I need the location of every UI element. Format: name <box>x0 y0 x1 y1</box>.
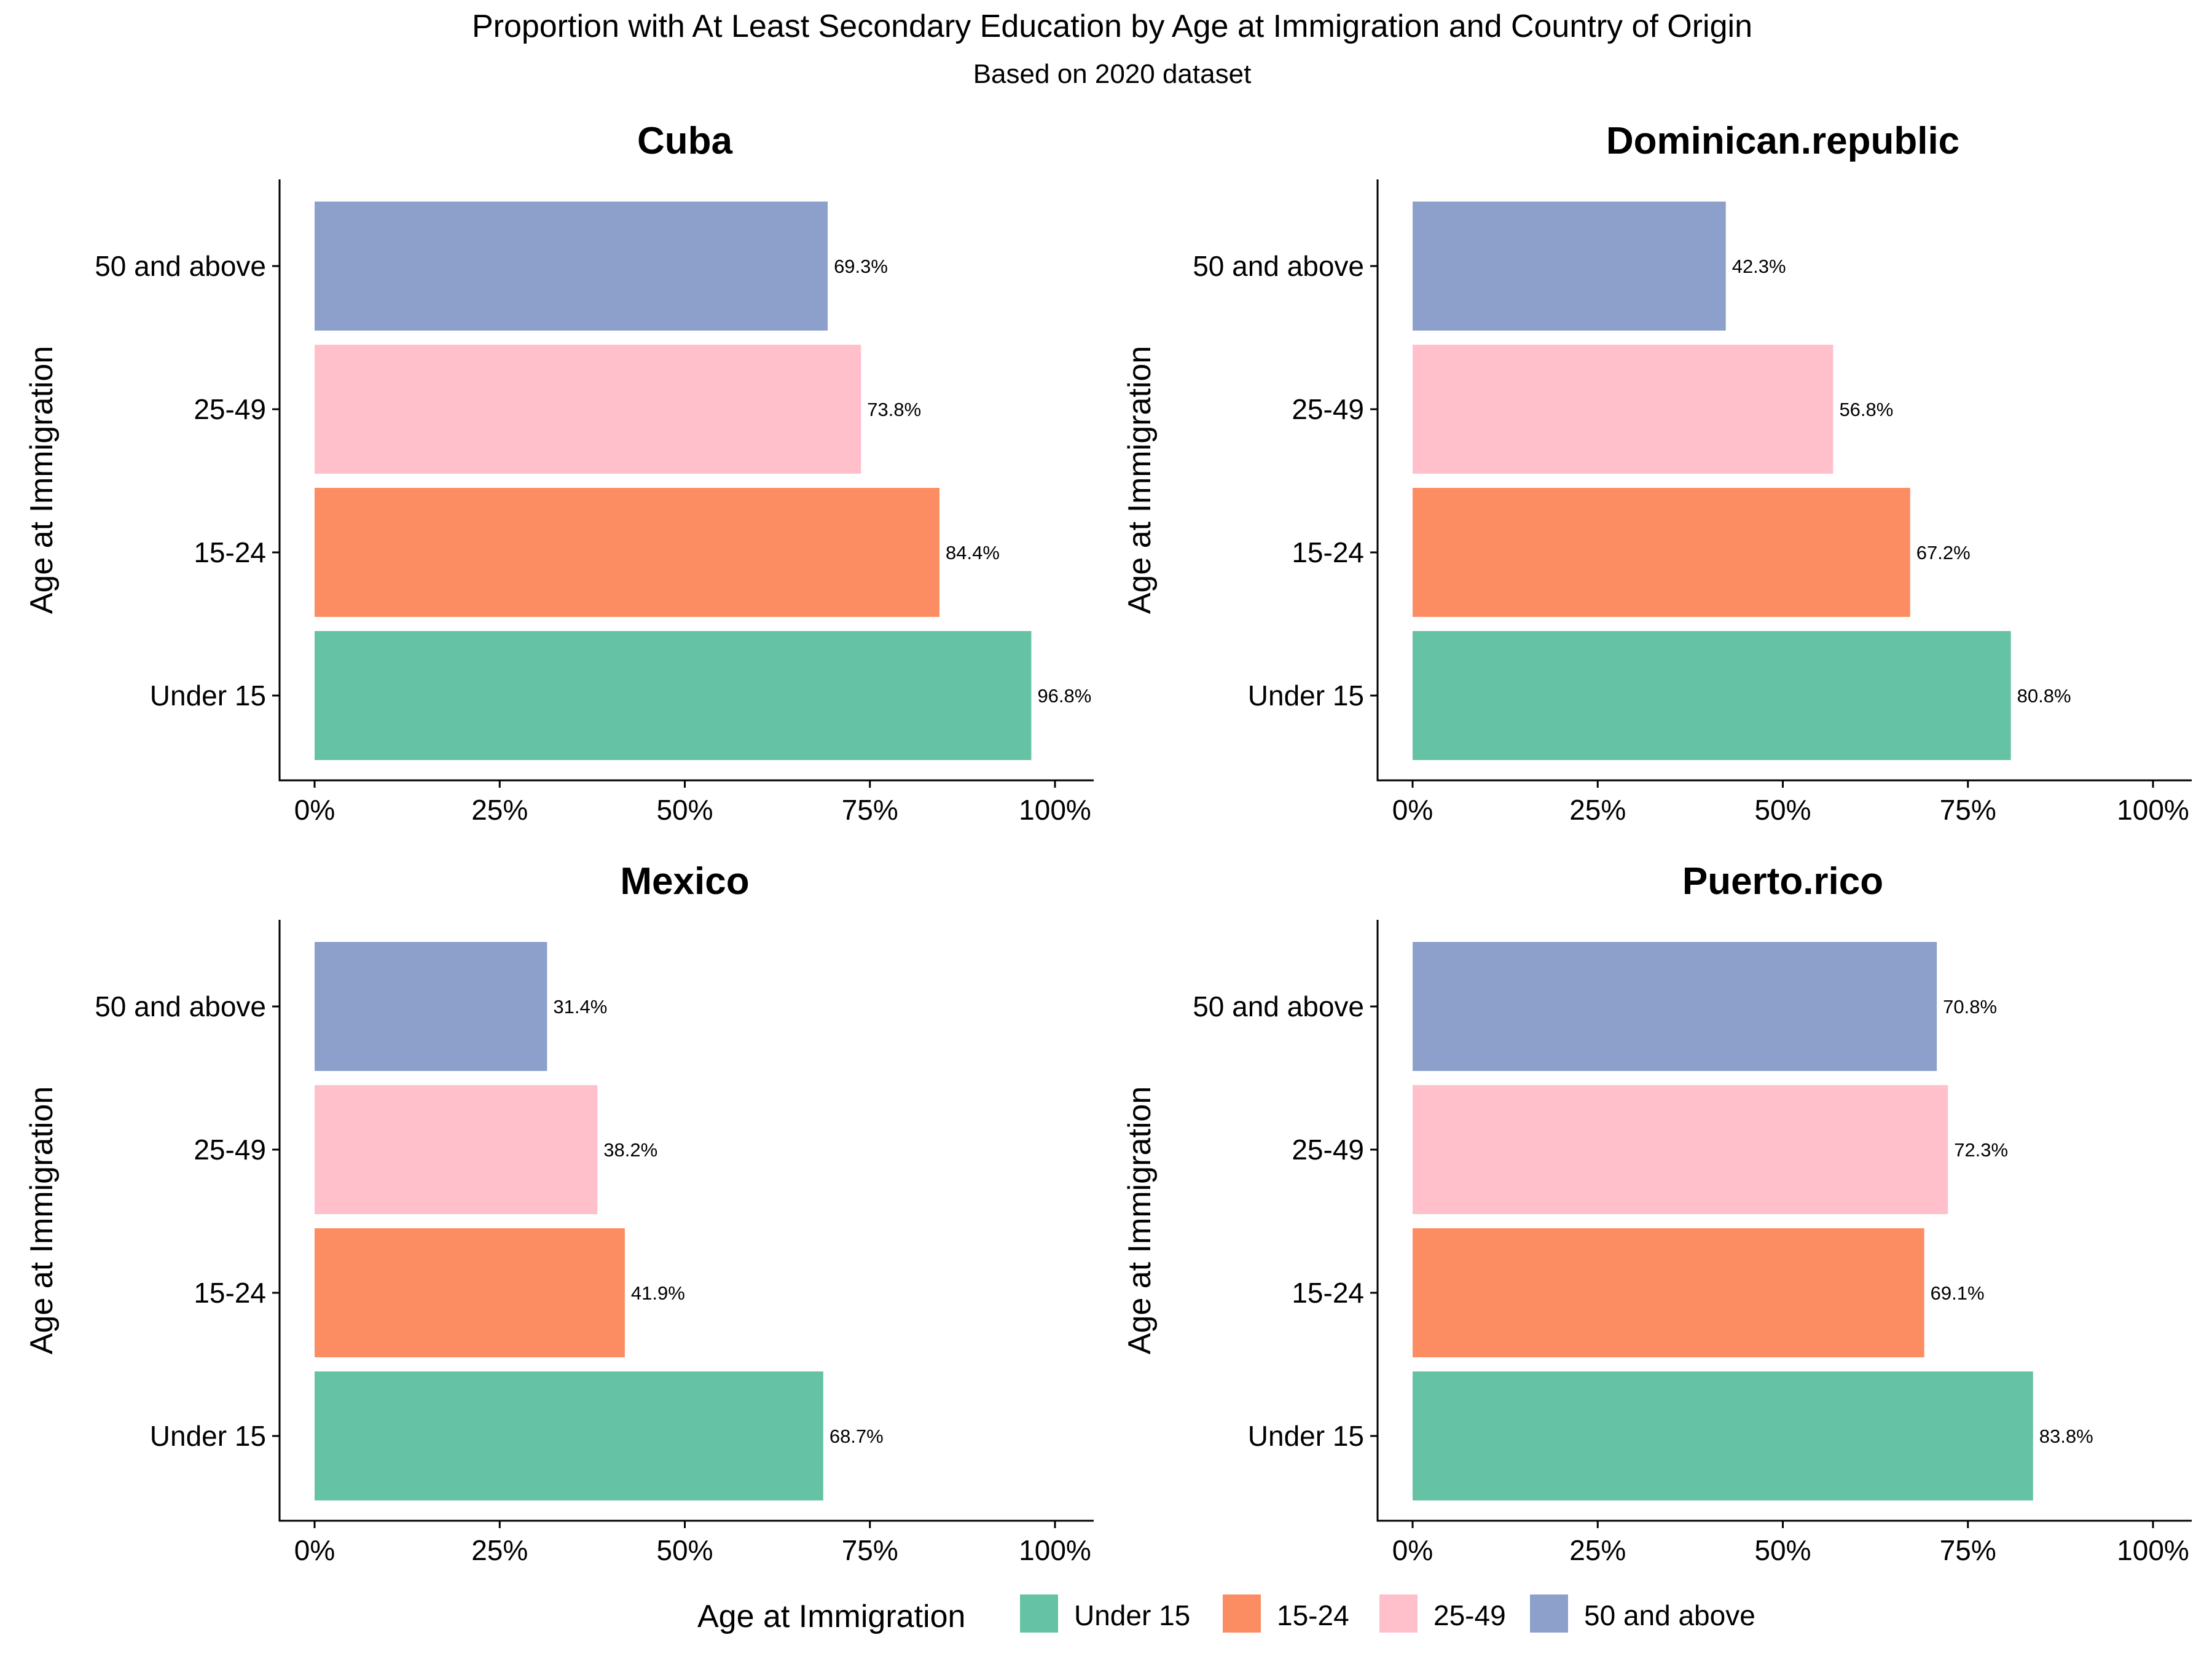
facet-title: Dominican.republic <box>1606 120 1959 162</box>
legend-key <box>1020 1594 1058 1633</box>
x-tick-label: 0% <box>1392 1534 1433 1566</box>
bar-50-and-above <box>1413 202 1726 331</box>
y-axis-title: Age at Immigration <box>24 346 60 614</box>
bar-15-24 <box>1413 1228 1924 1357</box>
bar-25-49 <box>1413 345 1834 474</box>
data-label: 96.8% <box>1037 685 1091 707</box>
x-tick-label: 25% <box>471 794 528 826</box>
y-tick-label: Under 15 <box>150 680 266 712</box>
legend-label: 25-49 <box>1433 1599 1506 1631</box>
facet-panel-dominican-republic: Dominican.republic 80.8% Under 15 67.2% 15-2… <box>1122 120 2192 826</box>
bar-25-49 <box>1413 1085 1948 1214</box>
y-tick-label: 50 and above <box>1193 990 1364 1022</box>
legend: Age at Immigration Under 15 15-24 25-49 50 a… <box>697 1594 1755 1634</box>
y-tick-label: Under 15 <box>1248 1420 1364 1452</box>
x-tick-label: 75% <box>842 1534 898 1566</box>
bar-15-24 <box>315 488 940 617</box>
legend-label: 50 and above <box>1584 1599 1755 1631</box>
data-label: 84.4% <box>946 542 1000 563</box>
facet-title: Cuba <box>637 120 733 162</box>
data-label: 69.1% <box>1931 1282 1985 1304</box>
legend-item: 15-24 <box>1223 1594 1349 1633</box>
x-tick-label: 0% <box>294 1534 335 1566</box>
data-label: 69.3% <box>834 256 888 277</box>
y-tick-label: 15-24 <box>1292 536 1364 568</box>
bar-under-15 <box>1413 1371 2033 1500</box>
legend-key <box>1223 1594 1261 1633</box>
x-tick-label: 75% <box>1940 1534 1996 1566</box>
x-tick-label: 75% <box>842 794 898 826</box>
bar-under-15 <box>315 631 1032 760</box>
y-tick-label: 25-49 <box>194 1134 266 1166</box>
data-label: 83.8% <box>2039 1426 2093 1447</box>
x-tick-label: 25% <box>471 1534 528 1566</box>
legend-key <box>1379 1594 1418 1633</box>
legend-label: 15-24 <box>1277 1599 1349 1631</box>
x-tick-label: 100% <box>2117 1534 2189 1566</box>
y-tick-label: 15-24 <box>1292 1277 1364 1309</box>
y-tick-label: 15-24 <box>194 536 266 568</box>
y-axis-title: Age at Immigration <box>24 1086 60 1354</box>
x-tick-label: 50% <box>656 1534 713 1566</box>
data-label: 72.3% <box>1954 1139 2008 1161</box>
x-tick-label: 100% <box>1019 1534 1091 1566</box>
data-label: 67.2% <box>1916 542 1971 563</box>
x-tick-label: 100% <box>2117 794 2189 826</box>
y-tick-label: 25-49 <box>1292 393 1364 425</box>
x-tick-label: 0% <box>294 794 335 826</box>
y-tick-label: 50 and above <box>95 250 266 282</box>
data-label: 70.8% <box>1943 996 1997 1018</box>
x-tick-label: 25% <box>1569 794 1626 826</box>
bar-15-24 <box>315 1228 625 1357</box>
facet-panel-mexico: Mexico 68.7% Under 15 41.9% 15-24 38.2% 25-49 3… <box>24 860 1094 1566</box>
legend-item: 50 and above <box>1530 1594 1755 1633</box>
y-tick-label: 25-49 <box>1292 1134 1364 1166</box>
y-tick-label: Under 15 <box>1248 680 1364 712</box>
legend-item: Under 15 <box>1020 1594 1190 1633</box>
y-tick-label: 50 and above <box>1193 250 1364 282</box>
x-tick-label: 75% <box>1940 794 1996 826</box>
y-tick-label: 50 and above <box>95 990 266 1022</box>
legend-title: Age at Immigration <box>697 1599 965 1634</box>
data-label: 80.8% <box>2017 685 2071 707</box>
bar-15-24 <box>1413 488 1910 617</box>
facet-panel-puerto-rico: Puerto.rico 83.8% Under 15 69.1% 15-24 72.3% 2… <box>1122 860 2192 1566</box>
y-axis-title: Age at Immigration <box>1122 346 1158 614</box>
y-tick-label: 25-49 <box>194 393 266 425</box>
x-tick-label: 50% <box>1754 794 1811 826</box>
facet-title: Puerto.rico <box>1682 860 1883 903</box>
data-label: 31.4% <box>553 996 607 1018</box>
y-tick-label: Under 15 <box>150 1420 266 1452</box>
facet-panel-cuba: Cuba 96.8% Under 15 84.4% 15-24 73.8% 25-49 69.… <box>24 120 1094 826</box>
x-tick-label: 100% <box>1019 794 1091 826</box>
data-label: 68.7% <box>830 1426 884 1447</box>
legend-key <box>1530 1594 1568 1633</box>
x-tick-label: 50% <box>656 794 713 826</box>
x-tick-label: 25% <box>1569 1534 1626 1566</box>
legend-label: Under 15 <box>1074 1599 1190 1631</box>
bar-50-and-above <box>315 942 547 1071</box>
x-tick-label: 0% <box>1392 794 1433 826</box>
chart-subtitle: Based on 2020 dataset <box>973 59 1252 89</box>
chart-title: Proportion with At Least Secondary Educa… <box>472 9 1752 44</box>
facet-title: Mexico <box>620 860 749 903</box>
data-label: 73.8% <box>867 399 921 420</box>
y-axis-title: Age at Immigration <box>1122 1086 1158 1354</box>
data-label: 42.3% <box>1732 256 1786 277</box>
bar-25-49 <box>315 1085 598 1214</box>
data-label: 41.9% <box>631 1282 685 1304</box>
y-tick-label: 15-24 <box>194 1277 266 1309</box>
data-label: 56.8% <box>1839 399 1893 420</box>
bar-50-and-above <box>315 202 828 331</box>
legend-item: 25-49 <box>1379 1594 1506 1633</box>
data-label: 38.2% <box>603 1139 657 1161</box>
bar-under-15 <box>315 1371 823 1500</box>
x-tick-label: 50% <box>1754 1534 1811 1566</box>
bar-50-and-above <box>1413 942 1937 1071</box>
bar-25-49 <box>315 345 861 474</box>
bar-under-15 <box>1413 631 2011 760</box>
